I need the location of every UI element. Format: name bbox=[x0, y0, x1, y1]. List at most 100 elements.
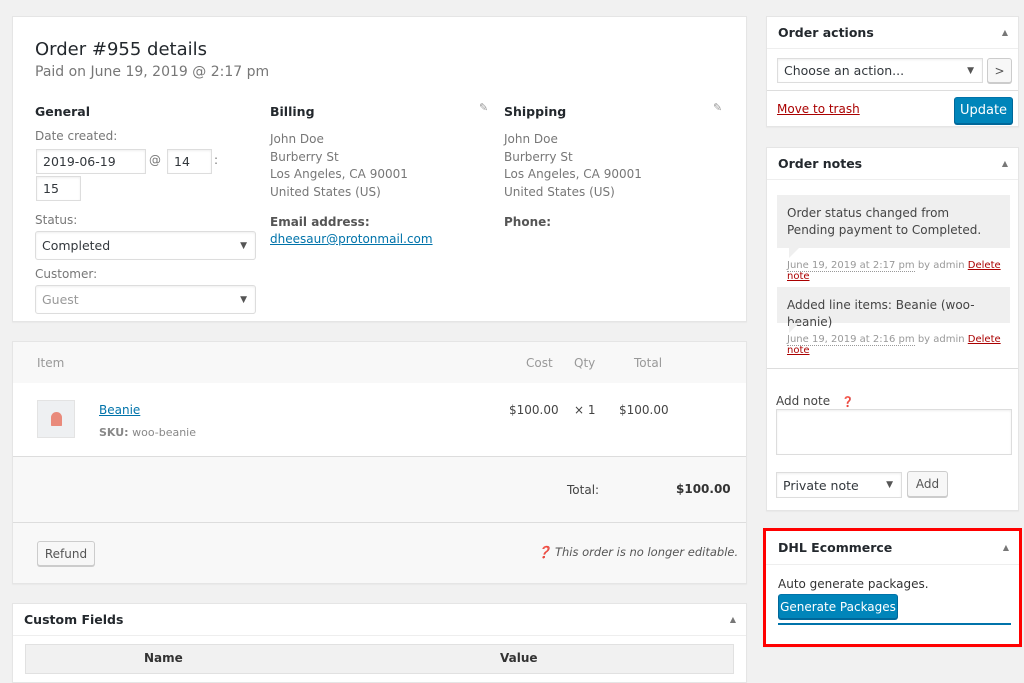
col-qty: Qty bbox=[574, 356, 596, 370]
at-symbol: @ bbox=[149, 153, 161, 167]
generate-packages-button[interactable]: Generate Packages bbox=[778, 594, 898, 619]
address-line: United States (US) bbox=[270, 184, 381, 199]
order-actions-title: Order actions bbox=[778, 25, 874, 40]
custom-fields-title: Custom Fields bbox=[24, 612, 124, 627]
note-type-select[interactable]: Private note ▼ bbox=[776, 472, 902, 498]
general-heading: General bbox=[35, 104, 90, 119]
email-label: Email address: bbox=[270, 215, 370, 229]
product-thumbnail bbox=[37, 400, 75, 438]
shipping-address: John Doe Burberry St Los Angeles, CA 900… bbox=[504, 131, 642, 201]
product-link[interactable]: Beanie bbox=[99, 403, 141, 417]
custom-fields-table-header: Name Value bbox=[25, 644, 734, 674]
order-notes-title: Order notes bbox=[778, 156, 863, 171]
page-title: Order #955 details bbox=[35, 39, 208, 60]
col-item: Item bbox=[37, 356, 65, 370]
order-notes-header[interactable]: Order notes ▲ bbox=[767, 148, 1018, 180]
date-created-input[interactable]: 2019-06-19 bbox=[36, 149, 146, 174]
address-line: United States (US) bbox=[504, 184, 615, 199]
order-data-panel: Order #955 details Paid on June 19, 2019… bbox=[12, 16, 747, 322]
sku-label: SKU: bbox=[99, 426, 129, 439]
dhl-ecommerce-panel: DHL Ecommerce ▲ Auto generate packages. G… bbox=[763, 528, 1022, 647]
dhl-header[interactable]: DHL Ecommerce ▲ bbox=[766, 531, 1019, 565]
move-to-trash-link[interactable]: Move to trash bbox=[777, 102, 860, 116]
customer-label: Customer: bbox=[35, 267, 98, 281]
order-items-panel: Item Cost Qty Total Beanie SKU: woo-bean… bbox=[12, 341, 747, 584]
address-line: Burberry St bbox=[504, 149, 573, 164]
hour-input[interactable]: 14 bbox=[167, 149, 212, 174]
address-line: John Doe bbox=[270, 132, 324, 146]
item-cost: $100.00 bbox=[509, 403, 559, 417]
delete-note-link[interactable]: Delete note bbox=[787, 334, 1001, 356]
customer-value: Guest bbox=[42, 292, 79, 307]
item-total: $100.00 bbox=[619, 403, 669, 417]
order-total-label: Total: bbox=[567, 483, 600, 497]
add-note-button[interactable]: Add bbox=[907, 471, 948, 497]
delete-note-link[interactable]: Delete note bbox=[787, 260, 1001, 282]
dhl-title: DHL Ecommerce bbox=[778, 540, 893, 555]
note-type-value: Private note bbox=[783, 477, 859, 493]
status-value: Completed bbox=[42, 238, 111, 253]
address-line: Burberry St bbox=[270, 149, 339, 164]
order-action-value: Choose an action... bbox=[784, 63, 905, 78]
customer-select[interactable]: Guest ▼ bbox=[35, 285, 256, 314]
address-line: Los Angeles, CA 90001 bbox=[270, 167, 408, 181]
email-link[interactable]: dheesaur@protonmail.com bbox=[270, 232, 433, 246]
note-author: by admin bbox=[917, 260, 965, 271]
beanie-icon bbox=[50, 412, 62, 426]
apply-action-button[interactable]: > bbox=[987, 58, 1012, 83]
col-value: Value bbox=[500, 651, 538, 665]
order-total-value: $100.00 bbox=[676, 482, 731, 496]
status-select[interactable]: Completed ▼ bbox=[35, 231, 256, 260]
shipping-heading: Shipping bbox=[504, 104, 567, 119]
address-line: John Doe bbox=[504, 132, 558, 146]
edit-shipping-icon[interactable]: ✎ bbox=[713, 101, 723, 114]
col-name: Name bbox=[144, 651, 183, 665]
edit-billing-icon[interactable]: ✎ bbox=[479, 101, 489, 114]
note-item: Order status changed from Pending paymen… bbox=[777, 195, 1010, 258]
collapse-icon[interactable]: ▲ bbox=[1001, 159, 1008, 168]
billing-address: John Doe Burberry St Los Angeles, CA 900… bbox=[270, 131, 408, 201]
time-colon: : bbox=[214, 153, 219, 167]
order-actions-panel: Order actions ▲ Choose an action... ▼ > Mo… bbox=[766, 16, 1019, 127]
order-subtitle: Paid on June 19, 2019 @ 2:17 pm bbox=[35, 64, 270, 80]
col-total: Total bbox=[634, 356, 663, 370]
note-date: June 19, 2019 at 2:16 pm bbox=[787, 334, 915, 346]
product-sku: SKU: woo-beanie bbox=[99, 426, 196, 439]
chevron-down-icon: ▼ bbox=[886, 480, 893, 490]
address-line: Los Angeles, CA 90001 bbox=[504, 167, 642, 181]
add-note-label: Add note ❓ bbox=[776, 394, 854, 408]
order-notes-panel: Order notes ▲ Order status changed from P… bbox=[766, 147, 1019, 511]
collapse-icon[interactable]: ▲ bbox=[729, 615, 736, 624]
not-editable-text: This order is no longer editable. bbox=[554, 545, 739, 559]
note-author: by admin bbox=[917, 334, 965, 345]
order-actions-header[interactable]: Order actions ▲ bbox=[767, 17, 1018, 49]
collapse-icon[interactable]: ▲ bbox=[1001, 28, 1008, 37]
dhl-description: Auto generate packages. bbox=[778, 577, 929, 591]
col-cost: Cost bbox=[526, 356, 553, 370]
minute-input[interactable]: 15 bbox=[36, 176, 81, 201]
divider bbox=[13, 522, 746, 523]
not-editable-notice: ❓ This order is no longer editable. bbox=[537, 545, 738, 559]
chevron-down-icon: ▼ bbox=[240, 240, 247, 251]
custom-fields-panel: Custom Fields ▲ Name Value bbox=[12, 603, 747, 683]
update-button[interactable]: Update bbox=[954, 97, 1013, 124]
custom-fields-header[interactable]: Custom Fields ▲ bbox=[13, 604, 746, 636]
order-action-select[interactable]: Choose an action... ▼ bbox=[777, 58, 983, 83]
item-qty: × 1 bbox=[574, 403, 596, 417]
divider bbox=[767, 90, 1018, 91]
note-date: June 19, 2019 at 2:17 pm bbox=[787, 260, 915, 272]
collapse-icon[interactable]: ▲ bbox=[1002, 543, 1009, 552]
table-row: Beanie SKU: woo-beanie $100.00 × 1 $100.… bbox=[13, 383, 746, 457]
phone-label: Phone: bbox=[504, 215, 552, 229]
help-icon[interactable]: ❓ bbox=[841, 397, 854, 408]
chevron-down-icon: ▼ bbox=[240, 294, 247, 305]
note-meta: June 19, 2019 at 2:17 pm by admin Delete… bbox=[787, 260, 1018, 282]
sku-value: woo-beanie bbox=[132, 426, 197, 439]
divider bbox=[767, 368, 1018, 369]
add-note-text: Add note bbox=[776, 394, 831, 408]
add-note-textarea[interactable] bbox=[776, 409, 1012, 455]
note-item: Added line items: Beanie (woo-beanie) bbox=[777, 287, 1010, 333]
dhl-divider bbox=[778, 623, 1011, 625]
refund-button[interactable]: Refund bbox=[37, 541, 95, 566]
chevron-down-icon: ▼ bbox=[967, 65, 974, 76]
